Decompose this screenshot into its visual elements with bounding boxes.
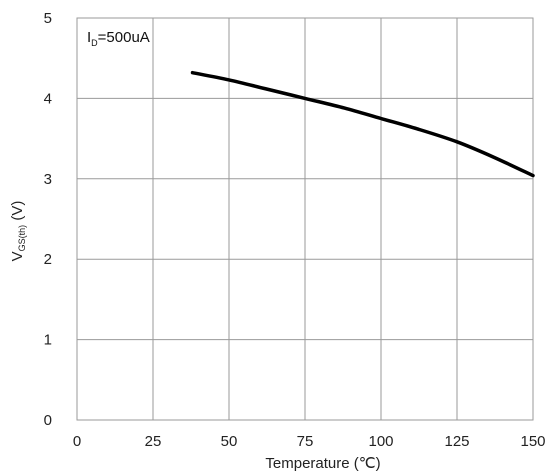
y-tick-label: 3 [44,171,52,188]
x-tick-label: 50 [221,433,238,450]
x-tick-label: 100 [368,433,393,450]
y-tick-label: 2 [44,251,52,268]
series-line [190,70,535,178]
y-tick-label: 1 [44,332,52,349]
y-axis-title-sub: GS(th) [17,225,27,252]
x-tick-label: 75 [297,433,314,450]
x-tick-labels: 0 25 50 75 100 125 150 [73,433,546,450]
y-tick-labels: 0 1 2 3 4 5 [44,10,52,429]
annotation-main: I [87,29,91,46]
grid [76,17,534,421]
y-axis-title: VGS(th) (V) [9,201,27,262]
y-tick-label: 0 [44,412,52,429]
x-tick-label: 150 [520,433,545,450]
y-axis-title-main: V [9,251,26,261]
y-axis-title-unit: (V) [9,201,26,225]
y-tick-label: 4 [44,90,52,107]
y-tick-label: 5 [44,10,52,27]
current-annotation: ID=500uA [87,29,150,48]
annotation-sub: D [91,38,98,48]
x-axis-title: Temperature (℃) [265,455,380,472]
x-tick-label: 125 [444,433,469,450]
annotation-rest: =500uA [98,29,150,46]
series-layer [190,70,535,178]
x-tick-label: 0 [73,433,81,450]
plot-frame [76,17,534,421]
x-tick-label: 25 [145,433,162,450]
